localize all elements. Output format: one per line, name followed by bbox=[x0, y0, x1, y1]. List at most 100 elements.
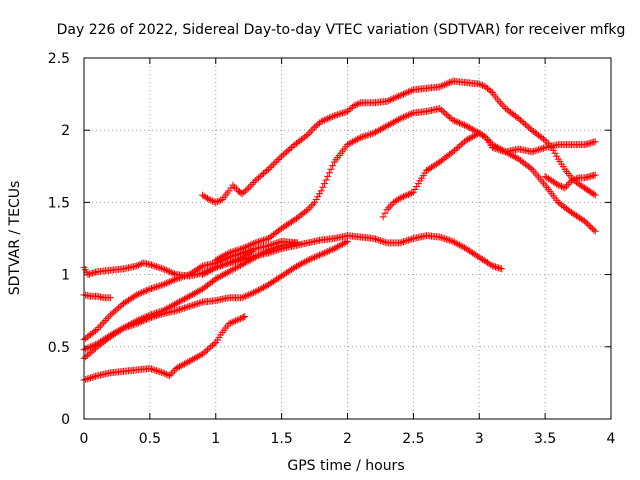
data-point bbox=[207, 196, 215, 204]
data-point bbox=[152, 367, 160, 375]
data-point bbox=[581, 217, 589, 225]
data-point bbox=[406, 190, 414, 198]
data-point bbox=[319, 183, 327, 191]
x-tick-label: 2.5 bbox=[402, 431, 424, 447]
data-point bbox=[156, 282, 164, 290]
data-point bbox=[85, 350, 93, 358]
data-point bbox=[528, 148, 536, 156]
data-point bbox=[335, 242, 343, 250]
data-point bbox=[376, 237, 384, 245]
y-tick-label: 0.5 bbox=[48, 340, 70, 356]
data-point bbox=[208, 341, 216, 349]
data-point bbox=[490, 144, 498, 152]
data-point bbox=[151, 366, 159, 374]
data-point bbox=[250, 240, 258, 248]
data-point bbox=[213, 274, 221, 282]
data-point bbox=[241, 292, 249, 300]
data-point bbox=[362, 132, 370, 140]
data-point bbox=[449, 237, 457, 245]
data-point bbox=[307, 127, 315, 135]
data-point bbox=[521, 120, 529, 128]
data-point bbox=[83, 344, 91, 352]
y-tick-label: 1.5 bbox=[48, 195, 70, 211]
data-point bbox=[151, 312, 159, 320]
data-point bbox=[161, 370, 169, 378]
data-point bbox=[539, 144, 547, 152]
data-point bbox=[306, 204, 314, 212]
data-point bbox=[317, 187, 325, 195]
data-point bbox=[108, 310, 116, 318]
data-point bbox=[180, 360, 188, 368]
data-point bbox=[386, 120, 394, 128]
data-point bbox=[239, 313, 247, 321]
data-point bbox=[564, 180, 572, 188]
data-point bbox=[465, 124, 473, 132]
data-point bbox=[185, 292, 193, 300]
data-point bbox=[235, 315, 243, 323]
data-point bbox=[492, 145, 500, 153]
data-point bbox=[241, 243, 249, 251]
data-point bbox=[106, 311, 114, 319]
data-point bbox=[469, 133, 477, 141]
data-point bbox=[151, 262, 159, 270]
data-point bbox=[258, 284, 266, 292]
data-point bbox=[187, 302, 195, 310]
data-point bbox=[106, 294, 114, 302]
data-point bbox=[284, 146, 292, 154]
data-point bbox=[396, 115, 404, 123]
data-point bbox=[223, 250, 231, 258]
data-point bbox=[329, 245, 337, 253]
data-point bbox=[451, 238, 459, 246]
data-point bbox=[200, 349, 208, 357]
data-point bbox=[446, 79, 454, 87]
data-point bbox=[399, 193, 407, 201]
data-point bbox=[403, 89, 411, 97]
data-point bbox=[222, 251, 230, 259]
data-point bbox=[232, 264, 240, 272]
data-point bbox=[437, 106, 445, 114]
data-point bbox=[403, 112, 411, 120]
data-point bbox=[457, 141, 465, 149]
data-point bbox=[205, 267, 213, 275]
data-point bbox=[353, 135, 361, 143]
data-point bbox=[378, 125, 386, 133]
data-point bbox=[133, 291, 141, 299]
data-point bbox=[161, 280, 169, 288]
data-point bbox=[401, 89, 409, 97]
data-point bbox=[260, 170, 268, 178]
data-point bbox=[118, 325, 126, 333]
data-point bbox=[495, 97, 503, 105]
data-point bbox=[162, 266, 170, 274]
data-point bbox=[258, 237, 266, 245]
data-point bbox=[157, 368, 165, 376]
data-point bbox=[322, 115, 330, 123]
data-point bbox=[523, 122, 531, 130]
data-point bbox=[251, 177, 259, 185]
data-point bbox=[179, 305, 187, 313]
data-point bbox=[446, 236, 454, 244]
data-point bbox=[90, 346, 98, 354]
data-point bbox=[131, 292, 139, 300]
data-point bbox=[385, 97, 393, 105]
data-point bbox=[169, 301, 177, 309]
data-point bbox=[218, 253, 226, 261]
data-point bbox=[345, 140, 353, 148]
data-point bbox=[590, 190, 598, 198]
data-point bbox=[302, 207, 310, 215]
data-point bbox=[111, 307, 119, 315]
data-point bbox=[297, 260, 305, 268]
data-point bbox=[515, 115, 523, 123]
data-point bbox=[88, 347, 96, 355]
data-point bbox=[141, 316, 149, 324]
data-point bbox=[172, 307, 180, 315]
y-tick-label: 2.5 bbox=[48, 51, 70, 67]
y-tick-label: 0 bbox=[61, 412, 70, 428]
data-point bbox=[500, 103, 508, 111]
data-point bbox=[176, 306, 184, 314]
data-point bbox=[337, 110, 345, 118]
data-point bbox=[139, 317, 147, 325]
data-point bbox=[334, 243, 342, 251]
data-point bbox=[451, 117, 459, 125]
data-point bbox=[309, 125, 317, 133]
data-point bbox=[182, 359, 190, 367]
